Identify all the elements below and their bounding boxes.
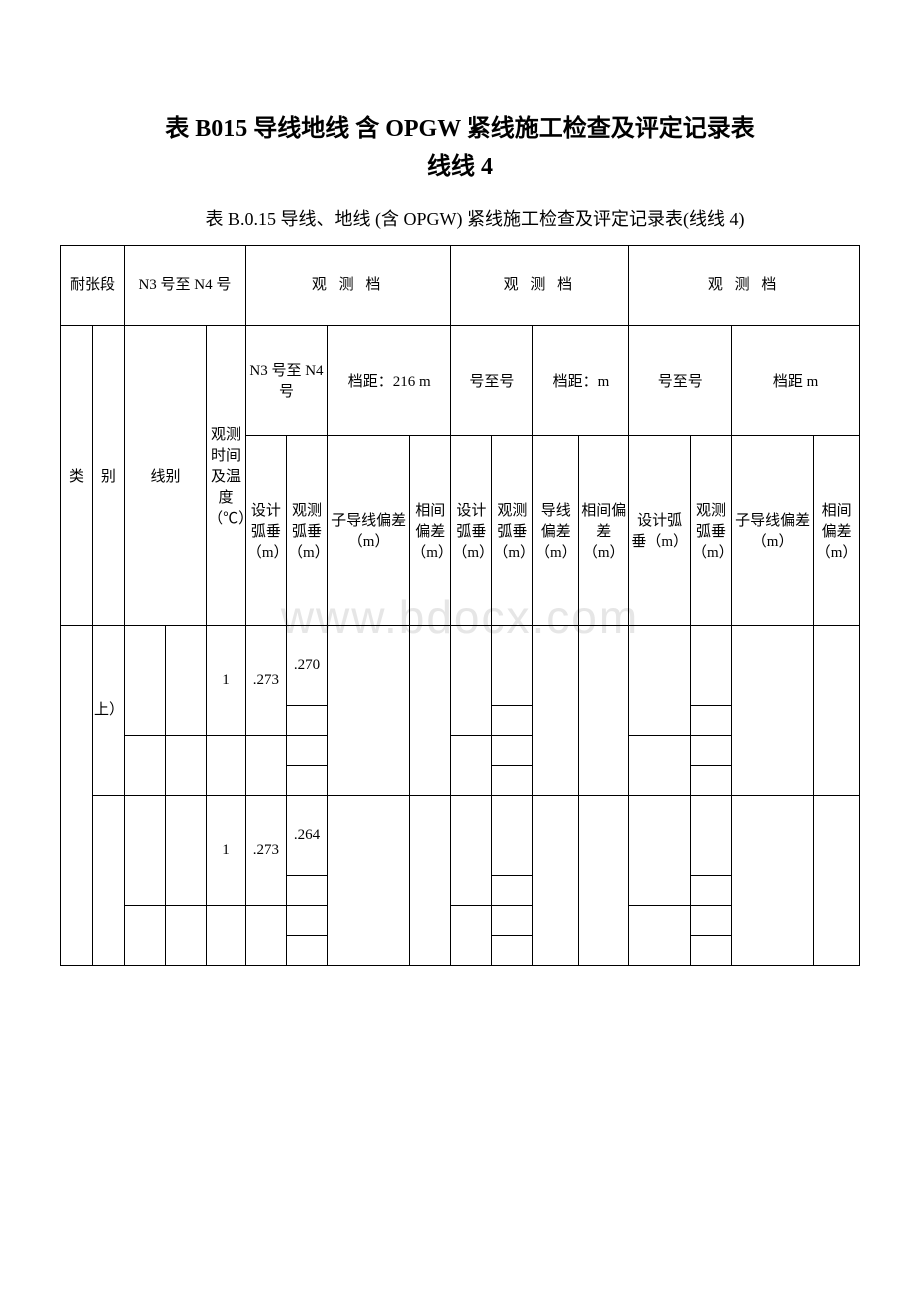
cell-obs2a: .264 — [286, 795, 327, 875]
cell-ph1b — [579, 625, 629, 795]
cell-obs2c-c — [690, 905, 731, 935]
hdr-g3-phase-dev: 相间偏差（m） — [814, 435, 860, 625]
hdr-g1-design-sag: 设计弧垂（m） — [245, 435, 286, 625]
cell-des1: .273 — [245, 625, 286, 735]
cell-obs2c-b — [690, 875, 731, 905]
cell-des1c — [629, 625, 691, 735]
cell-line2b — [533, 795, 579, 965]
hdr-g2-design-sag: 设计弧垂（m） — [451, 435, 492, 625]
title-line-1: 表 B015 导线地线 含 OPGW 紧线施工检查及评定记录表 — [165, 116, 755, 142]
cell-des1d — [245, 735, 286, 795]
cell-obs1a3 — [286, 735, 327, 765]
cell-ln1b — [166, 625, 207, 735]
cell-obs1a2 — [286, 705, 327, 735]
hdr-g3-range: 号至号 — [629, 325, 732, 435]
hdr-g1-obs-sag: 观测弧垂（m） — [286, 435, 327, 625]
hdr-obs-span-2: 观 测 档 — [451, 245, 629, 325]
hdr-g1-range: N3 号至 N4 号 — [245, 325, 327, 435]
cell-obs2b-a — [492, 795, 533, 875]
cell-ph1 — [410, 625, 451, 795]
hdr-type: 别 — [92, 325, 124, 625]
hdr-g1-span: 档距：216 m — [328, 325, 451, 435]
cell-ph2b — [579, 795, 629, 965]
hdr-g2-range: 号至号 — [451, 325, 533, 435]
hdr-g3-obs-sag: 观测弧垂（m） — [690, 435, 731, 625]
cell-obs1b-a — [492, 625, 533, 705]
cell-obs1c-d — [690, 765, 731, 795]
page-subtitle: 表 B.0.15 导线、地线 (含 OPGW) 紧线施工检查及评定记录表(线线 … — [60, 205, 860, 231]
hdr-obs-span-1: 观 测 档 — [245, 245, 450, 325]
hdr-time-temp: 观测时间及温度（℃） — [207, 325, 246, 625]
cell-obs1c-a — [690, 625, 731, 705]
cell-des1e — [451, 735, 492, 795]
cell-sub2c — [732, 795, 814, 965]
cell-ph2c — [814, 795, 860, 965]
cell-ln1d — [166, 735, 207, 795]
cell-obs1b-b — [492, 705, 533, 735]
cell-des2f — [629, 905, 691, 965]
cell-des2e — [451, 905, 492, 965]
cell-des2d — [245, 905, 286, 965]
hdr-section-range: N3 号至 N4 号 — [124, 245, 245, 325]
cell-obs2a4 — [286, 935, 327, 965]
cell-sub2 — [328, 795, 410, 965]
cell-temp-1: 1 — [207, 625, 246, 735]
cell-obs1c-b — [690, 705, 731, 735]
hdr-g1-sub-dev: 子导线偏差（m） — [328, 435, 410, 625]
cell-temp-1b — [207, 735, 246, 795]
cell-des1b — [451, 625, 492, 735]
cell-ph1c — [814, 625, 860, 795]
cell-obs2b-d — [492, 935, 533, 965]
cell-obs2b-b — [492, 875, 533, 905]
cell-ln2a — [124, 795, 165, 905]
cell-des2: .273 — [245, 795, 286, 905]
cell-obs1c-c — [690, 735, 731, 765]
cell-type-1: 上） — [92, 625, 124, 795]
cell-obs2a3 — [286, 905, 327, 935]
cell-ln1c — [124, 735, 165, 795]
title-line-2: 线线 4 — [427, 154, 493, 180]
cell-sub1c — [732, 625, 814, 795]
hdr-g2-line-dev: 导线偏差（m） — [533, 435, 579, 625]
hdr-g3-span: 档距 m — [732, 325, 860, 435]
cell-obs1a: .270 — [286, 625, 327, 705]
cell-obs2c-a — [690, 795, 731, 875]
cell-temp-2b — [207, 905, 246, 965]
cell-class-1 — [61, 625, 93, 965]
hdr-obs-span-3: 观 测 档 — [629, 245, 860, 325]
cell-line1b — [533, 625, 579, 795]
cell-obs1a4 — [286, 765, 327, 795]
cell-ln1a — [124, 625, 165, 735]
record-table: 耐张段 N3 号至 N4 号 观 测 档 观 测 档 观 测 档 类 别 线别 … — [60, 245, 860, 966]
hdr-g2-phase-dev: 相间偏差（m） — [579, 435, 629, 625]
hdr-g3-sub-dev: 子导线偏差（m） — [732, 435, 814, 625]
cell-ln2c — [124, 905, 165, 965]
cell-obs2c-d — [690, 935, 731, 965]
cell-ln2b — [166, 795, 207, 905]
cell-ph2 — [410, 795, 451, 965]
cell-ln2d — [166, 905, 207, 965]
cell-obs2b-c — [492, 905, 533, 935]
page-title: 表 B015 导线地线 含 OPGW 紧线施工检查及评定记录表 线线 4 — [60, 110, 860, 187]
hdr-tension-section: 耐张段 — [61, 245, 125, 325]
cell-temp-2: 1 — [207, 795, 246, 905]
hdr-g3-design-sag: 设计弧垂（m） — [629, 435, 691, 625]
hdr-class: 类 — [61, 325, 93, 625]
hdr-g2-obs-sag: 观测弧垂（m） — [492, 435, 533, 625]
cell-obs2a2 — [286, 875, 327, 905]
cell-des1f — [629, 735, 691, 795]
cell-obs1b-d — [492, 765, 533, 795]
hdr-g2-span: 档距：m — [533, 325, 629, 435]
cell-sub1 — [328, 625, 410, 795]
hdr-g1-phase-dev: 相间偏差（m） — [410, 435, 451, 625]
cell-des2b — [451, 795, 492, 905]
cell-obs1b-c — [492, 735, 533, 765]
cell-type-2 — [92, 795, 124, 965]
hdr-line-type: 线别 — [124, 325, 206, 625]
cell-des2c — [629, 795, 691, 905]
